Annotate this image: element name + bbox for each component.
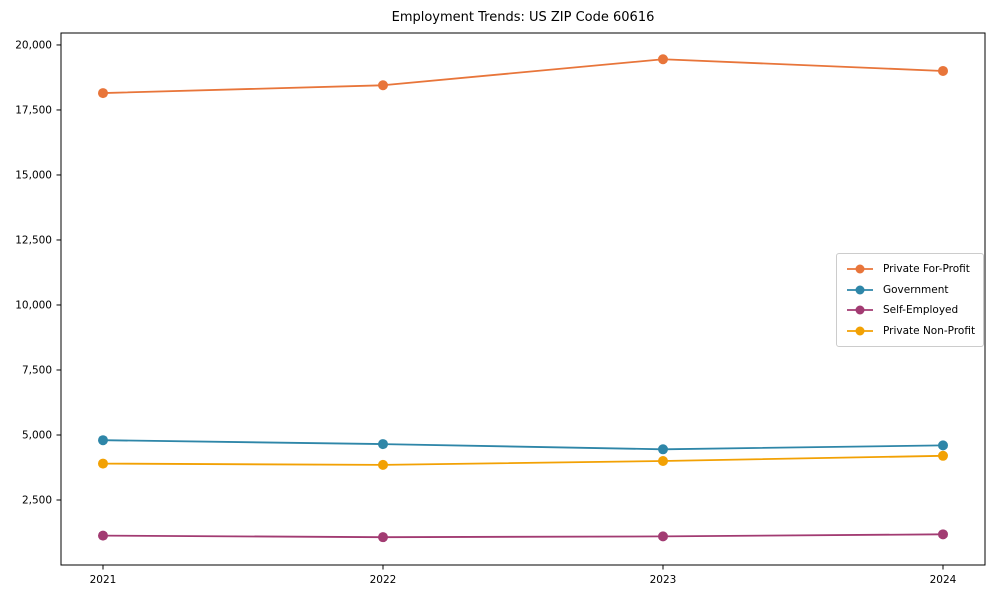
- legend-label: Self-Employed: [883, 304, 959, 317]
- series-line-private-non-profit: [102, 454, 944, 466]
- legend-line-marker-icon: [847, 264, 873, 274]
- x-axis-tick-label: 2022: [370, 574, 397, 586]
- legend-item-private-for-profit: Private For-Profit: [845, 259, 977, 279]
- data-point-marker: [658, 455, 668, 466]
- data-point-marker: [658, 444, 668, 455]
- series-line-private-for-profit: [102, 58, 944, 94]
- y-axis-tick-label: 2,500: [22, 494, 52, 506]
- x-axis-tick-label: 2021: [90, 574, 117, 586]
- legend-label: Private For-Profit: [883, 263, 970, 276]
- data-point-marker: [98, 458, 108, 469]
- data-point-marker: [378, 439, 388, 450]
- data-point-marker: [938, 450, 948, 461]
- data-point-marker: [98, 435, 108, 446]
- legend-label: Government: [883, 283, 949, 296]
- legend-item-self-employed: Self-Employed: [845, 300, 977, 320]
- legend-line-marker-icon: [847, 285, 873, 295]
- y-axis-tick-label: 15,000: [15, 169, 52, 181]
- legend-label: Private Non-Profit: [883, 324, 976, 337]
- y-axis-tick-label: 7,500: [22, 364, 52, 376]
- data-point-marker: [98, 530, 108, 541]
- data-point-marker: [98, 88, 108, 99]
- y-axis-tick-label: 20,000: [15, 39, 52, 51]
- legend-line-marker-icon: [847, 305, 873, 315]
- y-axis-tick-label: 10,000: [15, 299, 52, 311]
- data-point-marker: [938, 65, 948, 76]
- y-axis-tick-label: 17,500: [15, 104, 52, 116]
- data-point-marker: [938, 440, 948, 451]
- data-point-marker: [378, 459, 388, 470]
- y-axis-tick-label: 5,000: [22, 429, 52, 441]
- series-line-government: [102, 439, 944, 451]
- legend-item-private-non-profit: Private Non-Profit: [845, 321, 977, 341]
- data-point-marker: [658, 531, 668, 542]
- legend: Private For-Profit Government Self-Emplo…: [836, 253, 984, 347]
- legend-line-marker-icon: [847, 326, 873, 336]
- series-line-self-employed: [102, 533, 944, 539]
- x-axis-tick-label: 2024: [930, 574, 957, 586]
- x-axis-tick-label: 2023: [650, 574, 677, 586]
- data-point-marker: [378, 80, 388, 91]
- legend-item-government: Government: [845, 280, 977, 300]
- data-point-marker: [938, 529, 948, 540]
- chart-title: Employment Trends: US ZIP Code 60616: [391, 10, 655, 25]
- data-point-marker: [378, 532, 388, 543]
- y-axis-tick-label: 12,500: [15, 234, 52, 246]
- data-point-marker: [658, 54, 668, 65]
- plot-border: [60, 32, 986, 566]
